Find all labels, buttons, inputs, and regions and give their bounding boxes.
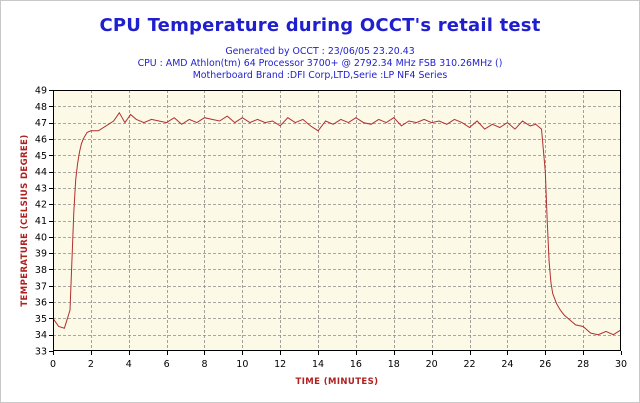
plot-area [53,90,621,351]
y-tick-label: 36 [35,298,47,309]
x-tick-label: 4 [126,359,132,370]
y-tick-label: 34 [35,330,47,341]
y-tick-label: 45 [35,151,47,162]
y-axis-label: TEMPERATURE (CELSIUS DEGREE) [20,134,30,306]
y-tick-label: 41 [35,216,47,227]
y-tick-label: 35 [35,314,47,325]
y-tick-label: 33 [35,347,47,358]
x-tick-label: 24 [501,359,513,370]
x-tick-label: 2 [88,359,94,370]
x-tick-label: 22 [463,359,475,370]
y-tick-label: 48 [35,102,47,113]
y-tick-label: 42 [35,200,47,211]
y-tick-label: 38 [35,265,47,276]
y-tick-label: 47 [35,118,47,129]
grid-lines [53,90,621,351]
series-line-cpu-temperature [52,111,622,336]
x-tick-label: 8 [201,359,207,370]
chart-title: CPU Temperature during OCCT's retail tes… [99,15,541,36]
x-tick-label: 18 [388,359,400,370]
x-tick-label: 30 [615,359,627,370]
y-tick-label: 37 [35,281,47,292]
x-tick-label: 28 [577,359,589,370]
y-tick-label: 46 [35,134,47,145]
plot-border [53,90,621,351]
y-tick-label: 44 [35,167,47,178]
x-tick-label: 20 [426,359,438,370]
x-tick-label: 0 [50,359,56,370]
x-tick-label: 10 [236,359,248,370]
subtitle-motherboard: Motherboard Brand :DFI Corp,LTD,Serie :L… [192,70,448,81]
x-tick-labels: 0 2 4 6 8 10 12 14 16 18 20 22 24 26 28 30 [50,351,627,370]
y-tick-label: 49 [35,86,47,97]
x-tick-label: 12 [274,359,286,370]
x-tick-label: 26 [539,359,551,370]
y-tick-label: 40 [35,232,47,243]
subtitle-cpu: CPU : AMD Athlon(tm) 64 Processor 3700+ … [137,58,503,69]
x-tick-label: 16 [350,359,362,370]
subtitle-generated: Generated by OCCT : 23/06/05 23.20.43 [225,46,415,57]
y-tick-label: 43 [35,183,47,194]
y-tick-label: 39 [35,249,47,260]
y-tick-labels: 33 34 35 36 37 38 39 40 41 42 43 44 45 46 47 48 49 [35,86,53,358]
x-axis-label: TIME (MINUTES) [296,377,379,387]
x-tick-label: 14 [312,359,324,370]
x-tick-label: 6 [164,359,170,370]
